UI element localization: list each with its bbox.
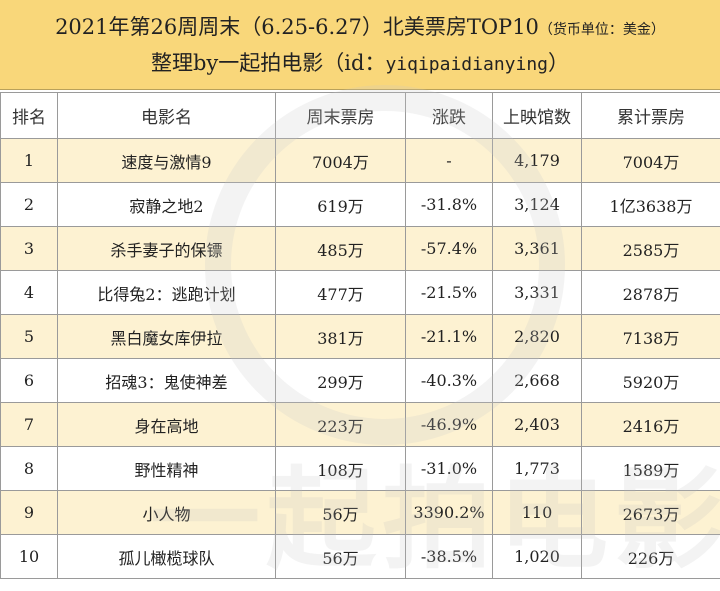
table-header-row: 排名 电影名 周末票房 涨跌 上映馆数 累计票房 [0,92,720,139]
cell-total-gross: 5920万 [581,358,720,403]
cell-total-gross: 1亿3638万 [581,182,720,227]
cell-change: -57.4% [405,226,493,271]
cell-title: 孤儿橄榄球队 [57,534,276,579]
cell-weekend-gross: 223万 [275,402,406,447]
cell-total-gross: 2878万 [581,270,720,315]
table-row: 3 杀手妻子的保镖 485万 -57.4% 3,361 2585万 [0,226,720,271]
table-row: 4 比得兔2：逃跑计划 477万 -21.5% 3,331 2878万 [0,270,720,315]
cell-rank: 4 [0,270,58,315]
cell-total-gross: 2416万 [581,402,720,447]
cell-change: -38.5% [405,534,493,579]
box-office-table: 排名 电影名 周末票房 涨跌 上映馆数 累计票房 1 速度与激情9 7004万 -4,… [0,92,720,579]
subtitle-main: 整理by一起拍电影（id： [150,51,386,75]
cell-change: 3390.2% [405,490,493,535]
cell-rank: 8 [0,446,58,491]
page-subtitle: 整理by一起拍电影（id：yiqipaidianying） [0,50,720,78]
cell-total-gross: 1589万 [581,446,720,491]
cell-theaters: 3,124 [492,182,582,227]
cell-title: 速度与激情9 [57,138,276,183]
table-row: 10 孤儿橄榄球队 56万 -38.5% 1,020 226万 [0,534,720,579]
cell-rank: 2 [0,182,58,227]
table-row: 6 招魂3：鬼使神差 299万 -40.3% 2,668 5920万 [0,358,720,403]
cell-total-gross: 2585万 [581,226,720,271]
cell-weekend-gross: 7004万 [275,138,406,183]
cell-change: -21.5% [405,270,493,315]
cell-change: -31.8% [405,182,493,227]
cell-change: -46.9% [405,402,493,447]
cell-total-gross: 226万 [581,534,720,579]
table-row: 2 寂静之地2 619万 -31.8% 3,124 1亿3638万 [0,182,720,227]
page-title: 2021年第26周周末（6.25-6.27）北美票房TOP10（货币单位：美金） [0,14,720,43]
subtitle-id: yiqipaidianying [385,54,549,75]
cell-title: 招魂3：鬼使神差 [57,358,276,403]
table-row: 5 黑白魔女库伊拉 381万 -21.1% 2,820 7138万 [0,314,720,359]
cell-title: 野性精神 [57,446,276,491]
cell-theaters: 4,179 [492,138,582,183]
cell-weekend-gross: 477万 [275,270,406,315]
cell-rank: 10 [0,534,58,579]
cell-weekend-gross: 299万 [275,358,406,403]
cell-rank: 7 [0,402,58,447]
table-row: 7 身在高地 223万 -46.9% 2,403 2416万 [0,402,720,447]
subtitle-end: ） [548,51,570,75]
cell-total-gross: 7138万 [581,314,720,359]
cell-theaters: 3,331 [492,270,582,315]
cell-title: 身在高地 [57,402,276,447]
table-row: 9 小人物 56万 3390.2% 110 2673万 [0,490,720,535]
cell-title: 杀手妻子的保镖 [57,226,276,271]
cell-theaters: 2,820 [492,314,582,359]
cell-title: 比得兔2：逃跑计划 [57,270,276,315]
cell-weekend-gross: 56万 [275,534,406,579]
cell-rank: 5 [0,314,58,359]
table-row: 1 速度与激情9 7004万 -4,179 7004万 [0,138,720,183]
title-main: 2021年第26周周末（6.25-6.27）北美票房TOP10 [55,15,539,39]
cell-rank: 9 [0,490,58,535]
table-body: 1 速度与激情9 7004万 -4,179 7004万 2 寂静之地2 619万 -31.8% 3… [0,138,720,579]
col-header-title: 电影名 [57,92,276,139]
cell-theaters: 3,361 [492,226,582,271]
currency-unit-note: （货币单位：美金） [538,22,665,38]
cell-rank: 6 [0,358,58,403]
col-header-weekend-gross: 周末票房 [275,92,406,139]
cell-weekend-gross: 381万 [275,314,406,359]
cell-change: -40.3% [405,358,493,403]
col-header-total-gross: 累计票房 [581,92,720,139]
cell-change: -31.0% [405,446,493,491]
title-banner: 2021年第26周周末（6.25-6.27）北美票房TOP10（货币单位：美金）… [0,0,720,90]
cell-theaters: 110 [492,490,582,535]
cell-weekend-gross: 56万 [275,490,406,535]
cell-total-gross: 2673万 [581,490,720,535]
col-header-theaters: 上映馆数 [492,92,582,139]
cell-weekend-gross: 108万 [275,446,406,491]
cell-theaters: 1,773 [492,446,582,491]
cell-rank: 1 [0,138,58,183]
cell-change: - [405,138,493,183]
table-row: 8 野性精神 108万 -31.0% 1,773 1589万 [0,446,720,491]
cell-weekend-gross: 619万 [275,182,406,227]
cell-theaters: 1,020 [492,534,582,579]
col-header-change: 涨跌 [405,92,493,139]
cell-change: -21.1% [405,314,493,359]
cell-weekend-gross: 485万 [275,226,406,271]
cell-rank: 3 [0,226,58,271]
cell-title: 黑白魔女库伊拉 [57,314,276,359]
cell-theaters: 2,668 [492,358,582,403]
col-header-rank: 排名 [0,92,58,139]
cell-title: 小人物 [57,490,276,535]
cell-theaters: 2,403 [492,402,582,447]
cell-total-gross: 7004万 [581,138,720,183]
cell-title: 寂静之地2 [57,182,276,227]
